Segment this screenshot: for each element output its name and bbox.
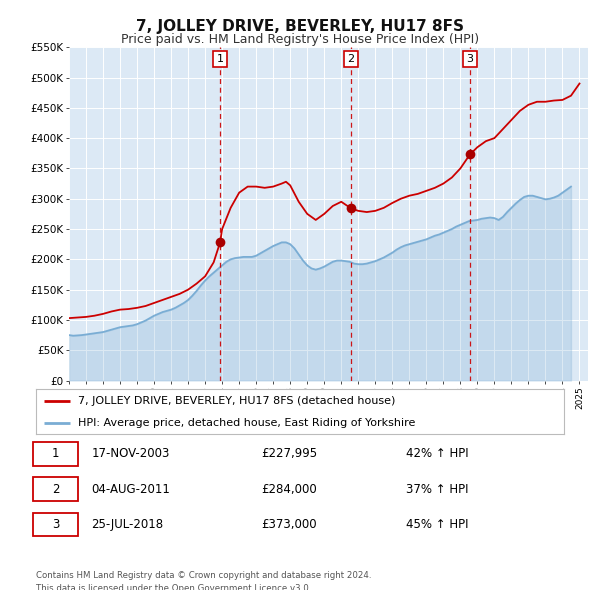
Text: 42% ↑ HPI: 42% ↑ HPI [406, 447, 468, 460]
Text: 2: 2 [52, 483, 59, 496]
Text: 1: 1 [52, 447, 59, 460]
Text: Price paid vs. HM Land Registry's House Price Index (HPI): Price paid vs. HM Land Registry's House … [121, 33, 479, 46]
Text: 7, JOLLEY DRIVE, BEVERLEY, HU17 8FS: 7, JOLLEY DRIVE, BEVERLEY, HU17 8FS [136, 19, 464, 34]
Text: HPI: Average price, detached house, East Riding of Yorkshire: HPI: Average price, detached house, East… [78, 418, 416, 428]
FancyBboxPatch shape [34, 477, 78, 501]
Text: £284,000: £284,000 [262, 483, 317, 496]
FancyBboxPatch shape [34, 513, 78, 536]
Text: This data is licensed under the Open Government Licence v3.0.: This data is licensed under the Open Gov… [36, 584, 311, 590]
Text: 1: 1 [217, 54, 224, 64]
Text: £227,995: £227,995 [262, 447, 317, 460]
Text: 3: 3 [466, 54, 473, 64]
Text: 37% ↑ HPI: 37% ↑ HPI [406, 483, 468, 496]
Text: 17-NOV-2003: 17-NOV-2003 [91, 447, 170, 460]
Text: 3: 3 [52, 518, 59, 531]
Text: Contains HM Land Registry data © Crown copyright and database right 2024.: Contains HM Land Registry data © Crown c… [36, 571, 371, 580]
Text: 25-JUL-2018: 25-JUL-2018 [91, 518, 164, 531]
Text: 7, JOLLEY DRIVE, BEVERLEY, HU17 8FS (detached house): 7, JOLLEY DRIVE, BEVERLEY, HU17 8FS (det… [78, 396, 395, 407]
Text: £373,000: £373,000 [262, 518, 317, 531]
FancyBboxPatch shape [34, 442, 78, 466]
Text: 45% ↑ HPI: 45% ↑ HPI [406, 518, 468, 531]
Text: 2: 2 [347, 54, 355, 64]
Text: 04-AUG-2011: 04-AUG-2011 [91, 483, 170, 496]
